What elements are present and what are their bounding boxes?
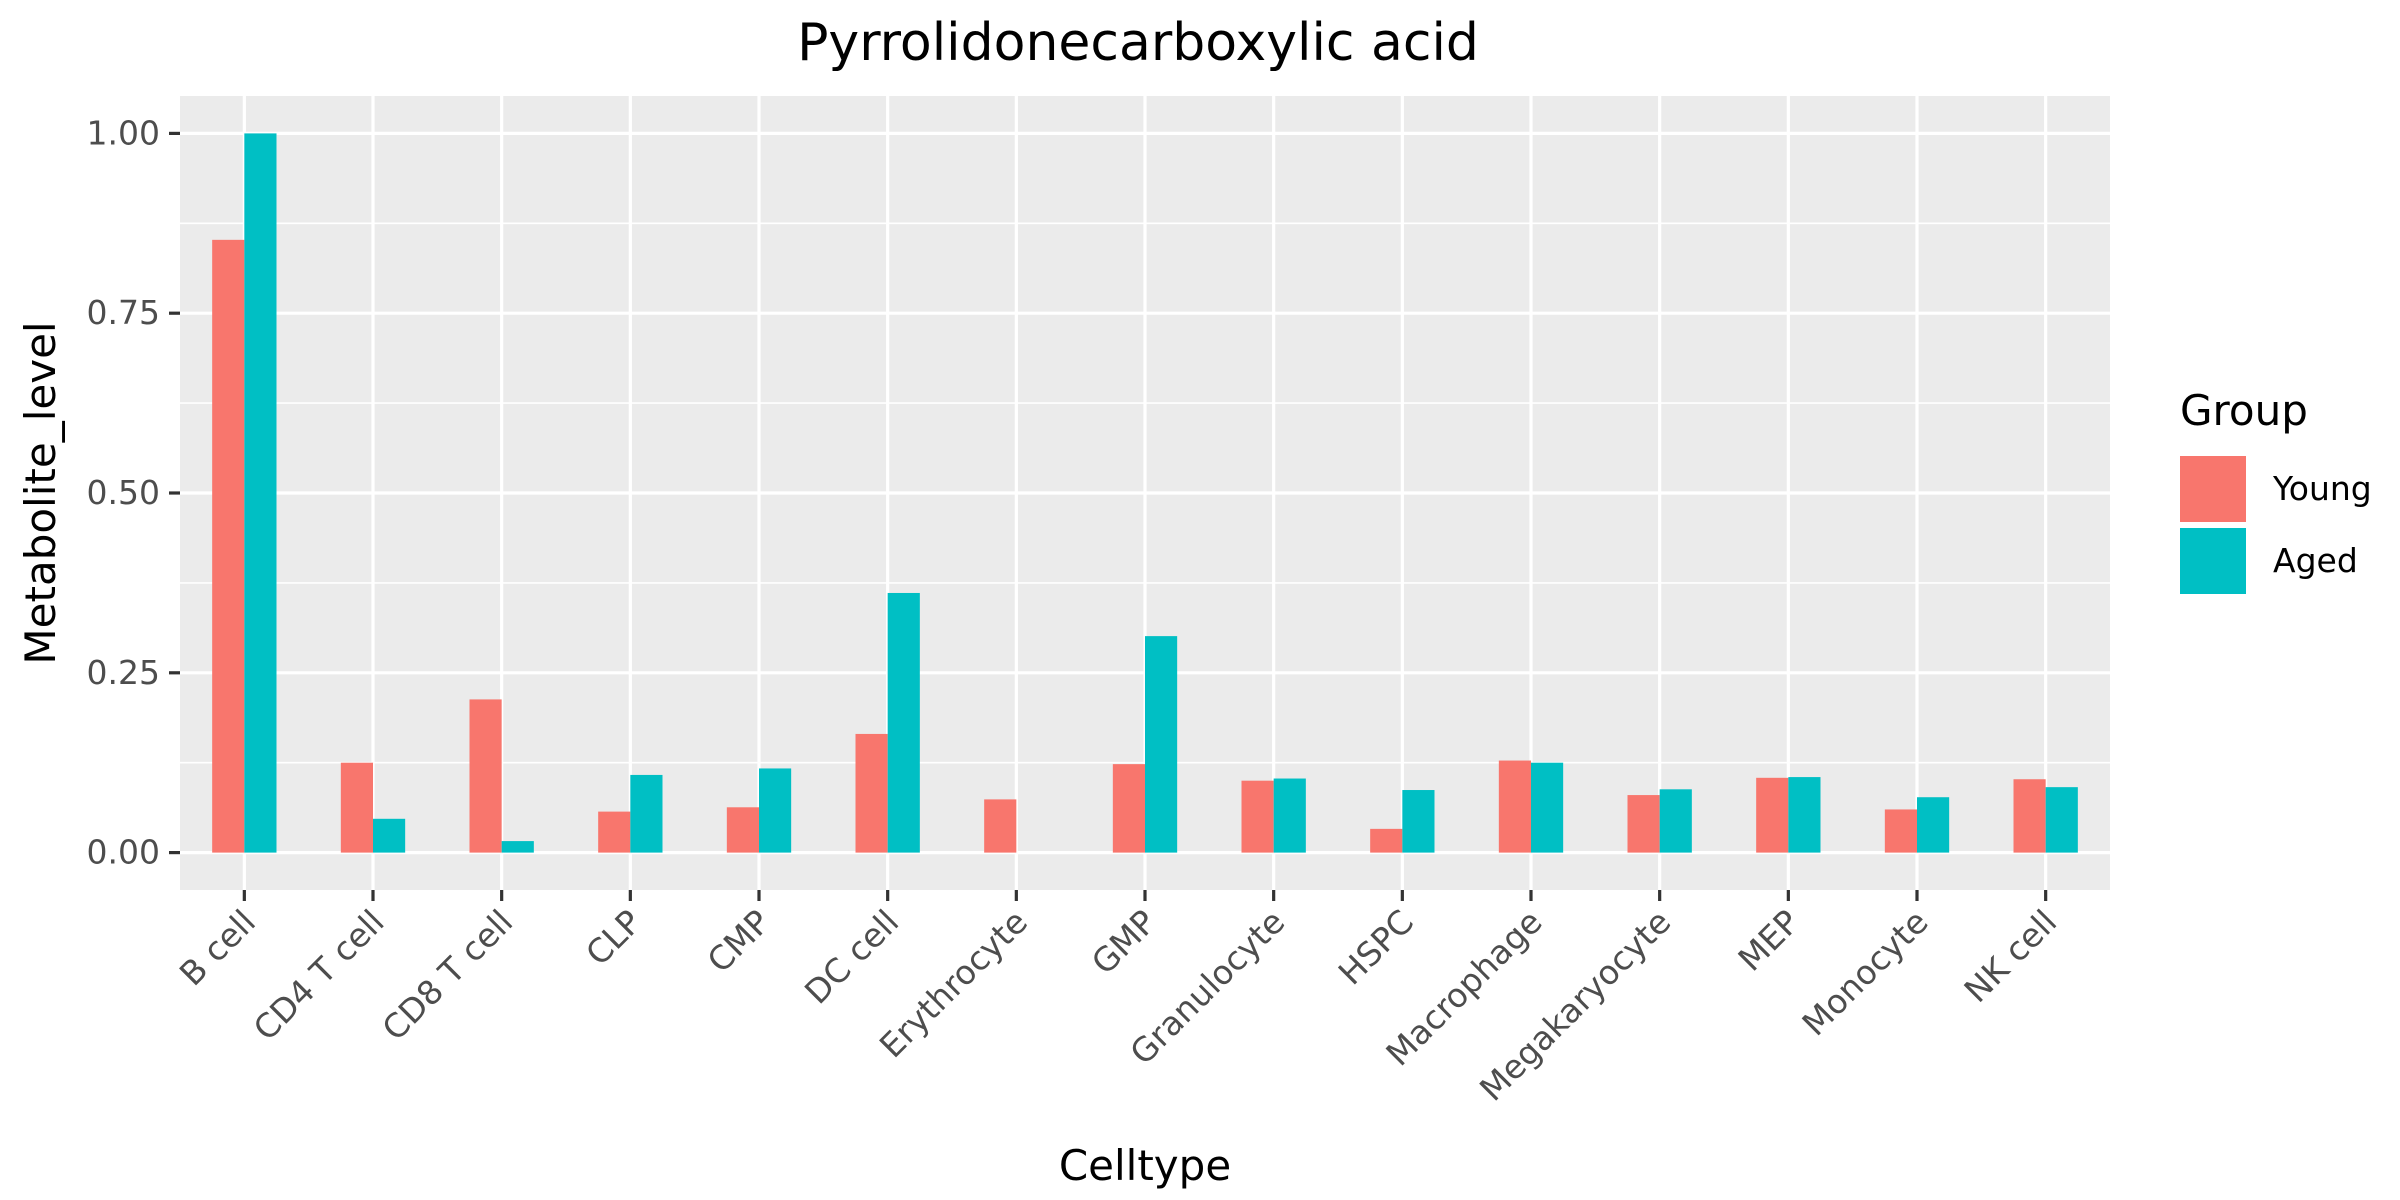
legend-title: Group xyxy=(2180,386,2308,435)
x-tick-label: CMP xyxy=(700,902,778,980)
bar-young-macrophage xyxy=(1498,760,1531,853)
x-tick-label: DC cell xyxy=(797,902,906,1011)
bar-young-gmp xyxy=(1112,764,1145,853)
x-tick-label: CLP xyxy=(578,902,649,973)
bar-aged-dc-cell xyxy=(887,592,920,853)
y-tick-label: 0.25 xyxy=(87,653,160,692)
bar-aged-macrophage xyxy=(1531,762,1564,853)
x-tick-label: Monocyte xyxy=(1794,902,1935,1043)
bar-young-cd8-t-cell xyxy=(469,699,502,853)
bars xyxy=(212,133,2078,853)
bar-aged-mep xyxy=(1788,777,1821,853)
bar-aged-clp xyxy=(630,774,663,853)
x-tick-label: B cell xyxy=(172,902,263,993)
x-tick-label: GMP xyxy=(1084,902,1164,982)
bar-young-clp xyxy=(598,811,631,853)
x-tick-label: HSPC xyxy=(1331,902,1421,992)
bar-young-b-cell xyxy=(212,239,245,853)
legend-label-aged: Aged xyxy=(2273,541,2358,580)
x-tick-label: NK cell xyxy=(1956,902,2064,1010)
bar-aged-cd8-t-cell xyxy=(501,841,534,853)
y-tick-label: 0.00 xyxy=(87,833,160,872)
y-axis: 0.00 0.25 0.50 0.75 1.00 xyxy=(87,113,180,872)
bar-young-nk-cell xyxy=(2013,779,2046,853)
x-tick-label: CD4 T cell xyxy=(246,902,392,1048)
chart-title: Pyrrolidonecarboxylic acid xyxy=(797,13,1479,73)
x-tick-label: CD8 T cell xyxy=(374,902,520,1048)
bar-aged-cmp xyxy=(759,768,792,853)
bar-aged-monocyte xyxy=(1917,797,1950,853)
bar-young-erythrocyte xyxy=(984,799,1017,853)
legend: Group Young Aged xyxy=(2180,386,2372,594)
legend-key-aged xyxy=(2180,528,2246,594)
bar-young-megakaryocyte xyxy=(1627,795,1660,853)
bar-young-mep xyxy=(1756,777,1789,853)
bar-young-cmp xyxy=(726,807,759,853)
bar-young-dc-cell xyxy=(855,733,888,853)
bar-young-cd4-t-cell xyxy=(340,762,373,853)
legend-label-young: Young xyxy=(2272,469,2372,508)
bar-young-monocyte xyxy=(1884,809,1917,853)
x-tick-label: MEP xyxy=(1730,902,1807,979)
bar-aged-granulocyte xyxy=(1273,778,1306,853)
bar-aged-gmp xyxy=(1145,636,1178,853)
y-tick-label: 1.00 xyxy=(87,113,160,152)
bar-aged-megakaryocyte xyxy=(1659,789,1692,853)
bar-young-granulocyte xyxy=(1241,780,1274,853)
bar-aged-hspc xyxy=(1402,790,1435,853)
y-axis-title: Metabolite_level xyxy=(16,321,65,664)
bar-young-hspc xyxy=(1370,828,1403,853)
legend-key-young xyxy=(2180,456,2246,522)
y-tick-label: 0.75 xyxy=(87,293,160,332)
y-tick-label: 0.50 xyxy=(87,473,160,512)
x-axis-title: Celltype xyxy=(1059,1141,1231,1190)
bar-aged-b-cell xyxy=(244,133,277,853)
bar-aged-nk-cell xyxy=(2045,787,2078,853)
bar-aged-cd4-t-cell xyxy=(373,818,406,853)
